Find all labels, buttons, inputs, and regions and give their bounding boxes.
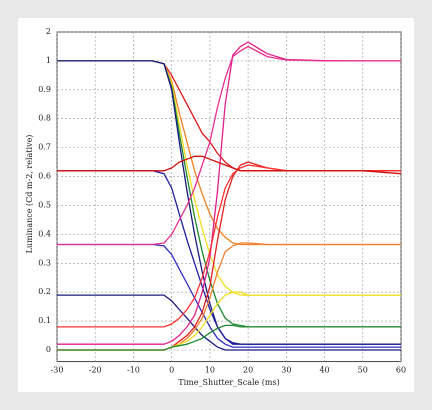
- curve: [57, 60, 401, 296]
- x-tick-label: 30: [281, 366, 291, 375]
- x-tick-label: -30: [51, 366, 64, 375]
- y-tick-label: 0: [46, 345, 51, 354]
- y-tick-label: 0.5: [38, 200, 51, 209]
- curve: [57, 294, 401, 351]
- y-tick-label: 0.7: [38, 143, 51, 152]
- x-tick-label: 20: [243, 366, 253, 375]
- x-tick-label: -20: [89, 366, 102, 375]
- curve: [57, 324, 401, 351]
- x-tick-label: 10: [205, 366, 215, 375]
- curve: [57, 170, 401, 345]
- curve: [57, 60, 401, 246]
- y-tick-label: 0.9: [38, 85, 51, 94]
- y-tick-label: 0.4: [38, 229, 51, 238]
- y-tick-label: 0.1: [38, 316, 51, 325]
- y-tick-label: 2: [46, 27, 51, 36]
- x-tick-label: -10: [127, 366, 140, 375]
- x-tick-label: 0: [169, 366, 174, 375]
- curve: [57, 60, 401, 345]
- curve: [57, 155, 402, 175]
- y-axis-label: Luminance (Cd m-2, relative): [25, 135, 34, 254]
- y-tick-label: 0.3: [38, 258, 51, 267]
- y-tick-label: 0.8: [38, 114, 51, 123]
- curve: [57, 45, 401, 246]
- y-tick-label: 1: [46, 56, 51, 65]
- x-axis-label: Time_Shutter_Scale (ms): [178, 378, 280, 387]
- x-tick-label: 50: [358, 366, 368, 375]
- card: Luminance (Cd m-2, relative) Time_Shutte…: [18, 18, 414, 392]
- curve: [57, 41, 401, 345]
- y-tick-label: 0.2: [38, 287, 51, 296]
- curve: [57, 242, 401, 351]
- y-tick-label: 0.6: [38, 172, 51, 181]
- x-tick-label: 60: [396, 366, 406, 375]
- curve: [57, 60, 401, 328]
- curve: [57, 243, 401, 348]
- chart: Luminance (Cd m-2, relative) Time_Shutte…: [25, 27, 406, 387]
- x-tick-label: 40: [319, 366, 329, 375]
